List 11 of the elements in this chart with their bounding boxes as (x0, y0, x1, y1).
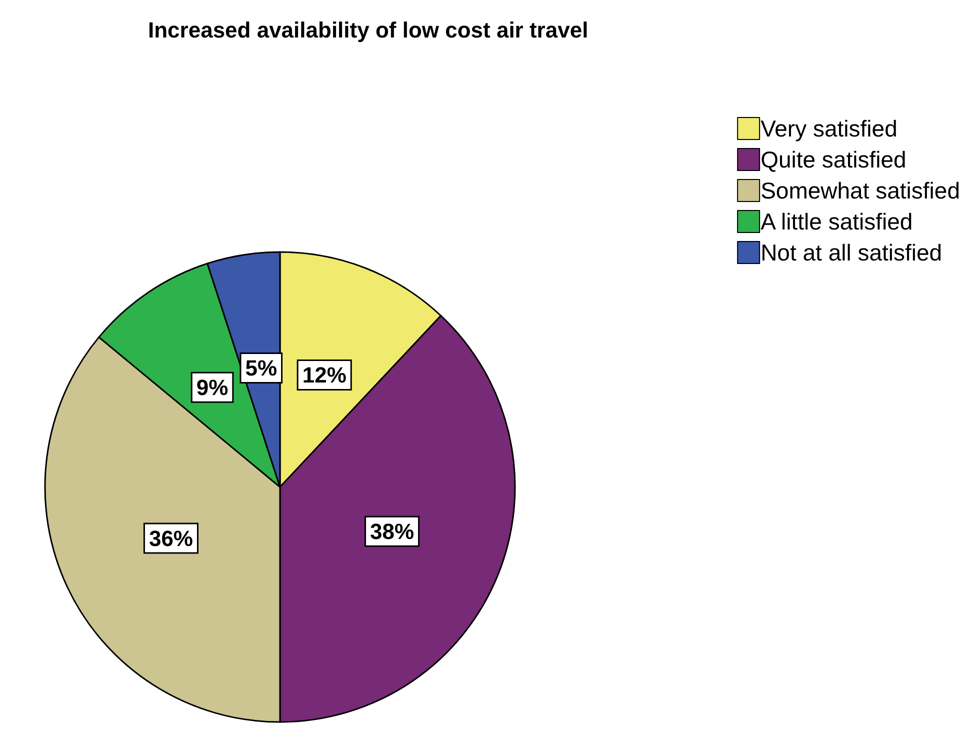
legend-label: Somewhat satisfied (760, 178, 960, 204)
data-label: 36% (148, 526, 193, 551)
data-label: 9% (196, 374, 228, 400)
data-label: 5% (245, 355, 278, 380)
data-label: 12% (302, 362, 346, 388)
legend-label: A little satisfied (760, 208, 913, 234)
data-label: 38% (370, 518, 414, 544)
legend-label: Very satisfied (760, 116, 898, 142)
legend-label: Not at all satisfied (760, 240, 942, 266)
legend-label: Quite satisfied (760, 146, 906, 172)
chart-title: Increased availability of low cost air travel (148, 18, 588, 42)
